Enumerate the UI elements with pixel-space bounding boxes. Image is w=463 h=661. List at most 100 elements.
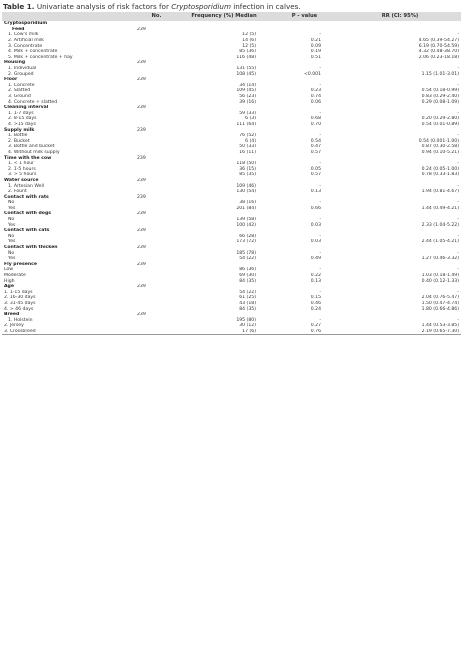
table-group-row: Supply milk 239	[2, 127, 461, 133]
row-p-value: -	[319, 250, 321, 256]
row-variable: Cleaning interval	[4, 105, 49, 111]
row-p-value: 0.24	[310, 306, 321, 312]
table-row: No 139 (58) - -	[2, 217, 461, 223]
row-p-value: -	[319, 32, 321, 38]
row-rr: 2.19 (0.65-7.30)	[339, 328, 461, 336]
row-rr: 2.33 (1.04-5.22)	[421, 222, 459, 228]
table-row: 2. Artificial milk 14 (6) 0.21 4.65 (0.39-5…	[2, 38, 461, 44]
table-row: 4. Concrete + slatted 39 (16) 0.06 0.29 (0.…	[2, 99, 461, 105]
table-row: 4. > 46 days 84 (35) 0.24 1.80 (0.66-4.86)	[2, 306, 461, 312]
row-frequency: 69 (30)	[239, 273, 256, 279]
row-variable: 3. Bottle and bucket	[8, 144, 55, 150]
table-row: 5. Milk + concentrate + hay 116 (48) 0.51 2…	[2, 55, 461, 61]
row-p-value: -	[319, 233, 321, 239]
caption-text-after: infection in calves.	[230, 2, 301, 11]
table-row: 3. Concentrate 12 (5) 0.09 6.19 (0.70-54.59…	[2, 43, 461, 49]
row-p-value: -	[319, 161, 321, 167]
row-rr: 2.04 (0.76-5.47)	[421, 295, 459, 301]
table-caption: Table 1. Univariate analysis of risk fac…	[3, 2, 461, 11]
row-variable: 1. 1-7 days	[8, 110, 34, 116]
row-variable: 2. 1-5 hours	[8, 166, 36, 172]
row-frequency: 109 (46)	[236, 183, 256, 189]
table-group-row: Contact with thicken 239	[2, 245, 461, 251]
row-frequency: 130 (54)	[236, 189, 256, 195]
row-rr: 2.44 (1.05-4.21)	[421, 239, 459, 245]
row-p-value: 0.27	[310, 323, 321, 329]
row-variable: 1. Artesian Well	[8, 183, 45, 189]
table-row: 1. < 1 hour 118 (50) - -	[2, 161, 461, 167]
row-rr: -	[457, 317, 459, 323]
row-frequency: 59 (33)	[239, 110, 256, 116]
row-variable: Supply milk	[4, 127, 35, 133]
table-row: 2. Bucket 6 (4) 0.54 0.54 (0.001-1.00)	[2, 138, 461, 144]
row-variable: 3. Crossbreed	[2, 328, 135, 336]
row-count: 239	[137, 245, 146, 251]
row-frequency: 54 (22)	[239, 289, 256, 295]
table-row: 1. 1-7 days 59 (33) - -	[2, 111, 461, 117]
row-rr: 0.29 (0.08-1.09)	[421, 99, 459, 105]
table-group-row: Floor 239	[2, 77, 461, 83]
row-variable: 2. 16-30 days	[4, 295, 36, 301]
row-frequency: 173 (72)	[236, 239, 256, 245]
table-row: Low 86 (36) - -	[2, 267, 461, 273]
row-variable: Contact with thicken	[4, 245, 58, 251]
table-row: 1. Concrete 34 (14) - -	[2, 83, 461, 89]
caption-organism: Cryptosporidium	[171, 2, 231, 11]
row-frequency: 50 (33)	[239, 144, 256, 150]
row-variable: 1. Cow's milk	[8, 32, 39, 38]
row-variable: 2. 8-15 days	[8, 116, 37, 122]
table-row: 2. Grouped 108 (45) <0.001 1.15 (1.01-3.01)	[2, 71, 461, 77]
table-row: 1. Cow's milk 12 (5) - -	[2, 32, 461, 38]
row-frequency: 118 (50)	[236, 161, 256, 167]
row-p-value: 0.09	[310, 43, 321, 49]
row-frequency: 116 (48)	[236, 54, 256, 60]
row-variable: Feed	[12, 26, 25, 32]
row-p-value: -	[319, 317, 321, 323]
header-p-value: P - value	[270, 12, 339, 21]
row-p-value: 0.46	[310, 300, 321, 306]
table-row: 1. Holstein 195 (80) - -	[2, 317, 461, 323]
row-variable: 2. Slatted	[8, 88, 31, 94]
row-p-value: -	[319, 110, 321, 116]
row-frequency: 66 (28)	[239, 233, 256, 239]
row-variable: 1. Bottle	[8, 133, 28, 139]
row-variable: Yes	[8, 256, 16, 262]
row-frequency: 16 (11)	[239, 149, 256, 155]
row-rr: 0.87 (0.30-2.58)	[421, 144, 459, 150]
row-rr: 0.83 (0.29-2.40)	[421, 94, 459, 100]
row-frequency: 195 (80)	[236, 317, 256, 323]
table-row: Moderate 69 (30) 0.22 1.03 (0.18-1.49)	[2, 273, 461, 279]
row-variable: Contact with dogs	[4, 211, 51, 217]
table-group-row: Feed 239	[2, 27, 461, 33]
row-variable: Housing	[4, 60, 26, 66]
table-row: 2. Fount 130 (54) 0.13 1.94 (0.81-4.67)	[2, 189, 461, 195]
table-row: No 185 (78) - -	[2, 250, 461, 256]
row-frequency: 100 (42)	[236, 222, 256, 228]
row-variable: 1. Concrete	[8, 82, 35, 88]
row-rr: 0.40 (0.12-1.33)	[421, 278, 459, 284]
row-frequency: 108 (45)	[236, 71, 256, 77]
row-variable: Contact with cats	[4, 228, 50, 234]
header-no: No.	[135, 12, 178, 21]
row-p-value: -	[319, 183, 321, 189]
row-variable: Breed	[4, 312, 20, 318]
row-p-value: 0.57	[310, 149, 321, 155]
table-group-row: Cleaning interval 239	[2, 105, 461, 111]
row-p-value: -	[319, 82, 321, 88]
row-rr: -	[457, 66, 459, 72]
row-rr: -	[457, 200, 459, 206]
row-p-value: 0.49	[310, 256, 321, 262]
table-group-row: Water source 239	[2, 178, 461, 184]
row-frequency: 185 (78)	[236, 250, 256, 256]
row-variable: Yes	[8, 239, 16, 245]
caption-text-before: Univariate analysis of risk factors for	[34, 2, 172, 11]
table-row: Yes 100 (42) 0.03 2.33 (1.04-5.22)	[2, 222, 461, 228]
table-row: 4. Without milk supply 16 (11) 0.57 0.94 (0…	[2, 150, 461, 156]
header-variable	[2, 12, 135, 21]
table-group-row: Housing 239	[2, 60, 461, 66]
header-rr: RR (CI: 95%)	[339, 12, 461, 21]
row-variable: Water source	[4, 177, 39, 183]
table-row: 2. Jersey 30 (12) 0.27 1.44 (0.53-3.85)	[2, 323, 461, 329]
row-p-value: 0.66	[310, 205, 321, 211]
table-row: 1. Bottle 76 (52) - -	[2, 133, 461, 139]
